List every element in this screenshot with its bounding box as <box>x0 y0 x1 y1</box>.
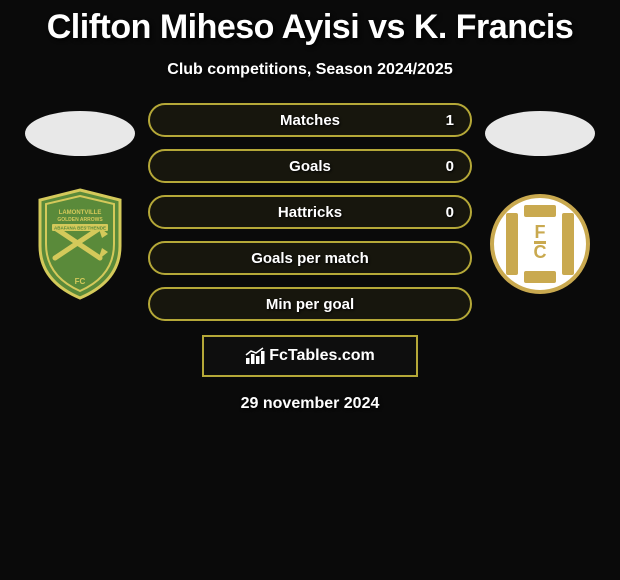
date-label: 29 november 2024 <box>0 395 620 413</box>
player-left-avatar <box>25 111 135 156</box>
player-right-column: F C <box>480 103 600 302</box>
page-title: Clifton Miheso Ayisi vs K. Francis <box>0 8 620 47</box>
svg-text:GOLDEN ARROWS: GOLDEN ARROWS <box>57 217 103 223</box>
stat-label: Goals per match <box>251 250 369 267</box>
page-subtitle: Club competitions, Season 2024/2025 <box>0 61 620 79</box>
stat-label: Matches <box>280 112 340 129</box>
brand-box[interactable]: FcTables.com <box>202 335 418 377</box>
stat-right-value: 0 <box>446 158 454 175</box>
stat-row-hattricks: Hattricks 0 <box>148 195 472 229</box>
club-badge-left: LAMONTVILLE GOLDEN ARROWS ABAFANA BES'TH… <box>30 186 130 302</box>
stat-right-value: 1 <box>446 112 454 129</box>
stat-row-goals: Goals 0 <box>148 149 472 183</box>
player-left-column: LAMONTVILLE GOLDEN ARROWS ABAFANA BES'TH… <box>20 103 140 302</box>
stat-label: Goals <box>289 158 331 175</box>
stat-row-matches: Matches 1 <box>148 103 472 137</box>
circle-badge-icon: F C <box>490 186 590 302</box>
stat-label: Hattricks <box>278 204 342 221</box>
shield-icon: LAMONTVILLE GOLDEN ARROWS ABAFANA BES'TH… <box>30 186 130 302</box>
chart-icon <box>245 347 265 365</box>
stats-column: Matches 1 Goals 0 Hattricks 0 Goals per … <box>140 103 480 321</box>
svg-text:F: F <box>535 222 546 242</box>
header: Clifton Miheso Ayisi vs K. Francis Club … <box>0 0 620 79</box>
svg-text:ABAFANA BES'THENDE: ABAFANA BES'THENDE <box>54 226 106 231</box>
brand-text: FcTables.com <box>269 347 375 365</box>
club-badge-right: F C <box>490 186 590 302</box>
svg-text:FC: FC <box>75 277 86 286</box>
stat-label: Min per goal <box>266 296 354 313</box>
player-right-avatar <box>485 111 595 156</box>
stat-right-value: 0 <box>446 204 454 221</box>
comparison-area: LAMONTVILLE GOLDEN ARROWS ABAFANA BES'TH… <box>0 103 620 321</box>
stat-row-min-per-goal: Min per goal <box>148 287 472 321</box>
stat-row-goals-per-match: Goals per match <box>148 241 472 275</box>
svg-text:C: C <box>534 242 547 262</box>
svg-text:LAMONTVILLE: LAMONTVILLE <box>59 210 102 216</box>
